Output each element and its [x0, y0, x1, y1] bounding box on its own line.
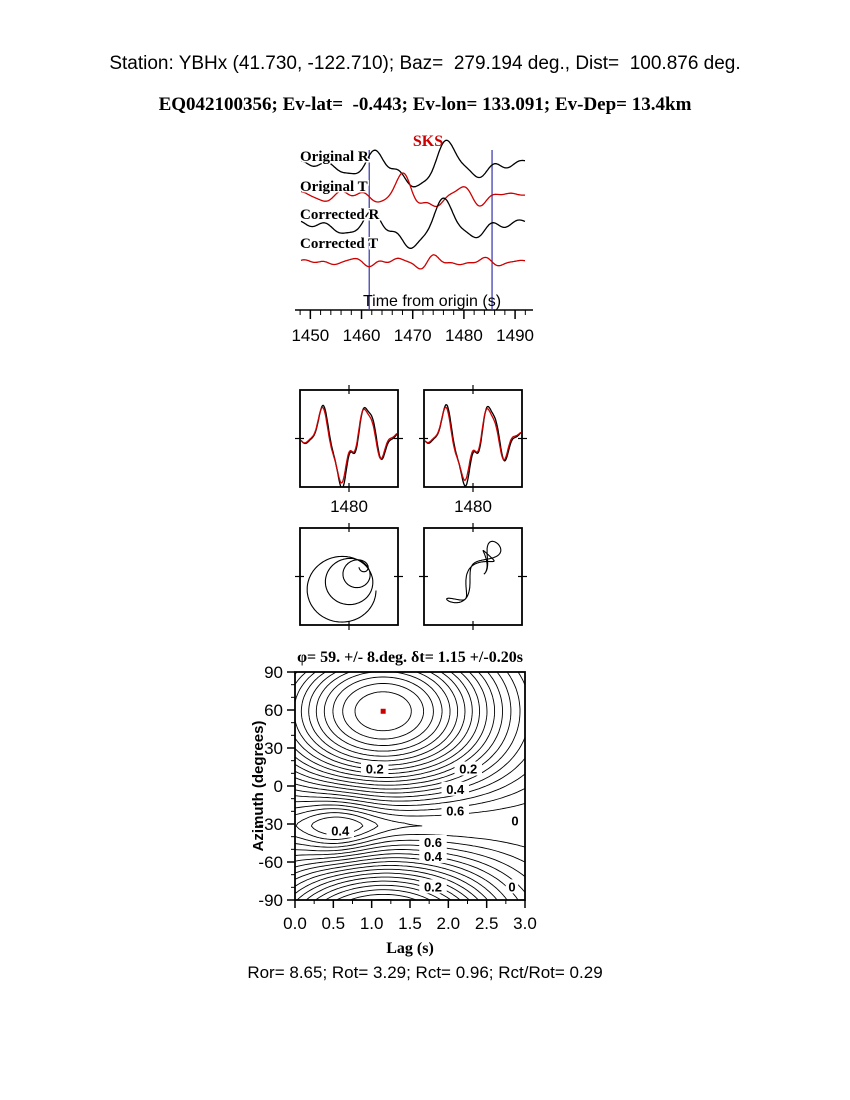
az-tick-label: 30 [264, 739, 283, 758]
window-trace-component-1 [424, 404, 522, 487]
contour-level [295, 672, 512, 900]
contour-label: 0.4 [446, 782, 465, 797]
contour-label-bg [419, 879, 447, 894]
time-axis-title: Time from origin (s) [363, 293, 501, 310]
contour-level [295, 672, 496, 900]
particle-motion-curve [446, 540, 502, 604]
time-tick-label: 1480 [445, 326, 483, 345]
contour-label-bg [441, 781, 469, 796]
contour-label-bg [419, 835, 447, 849]
lag-tick-label: 3.0 [513, 914, 537, 933]
az-tick-label: -60 [258, 853, 283, 872]
contour-label-bg [505, 879, 519, 894]
trace-corrected-r [300, 197, 526, 249]
contour-label-bg [441, 803, 469, 818]
waveform-panel: 1450 1460 1470 1480 1490 Time from origin (s)… [291, 133, 534, 345]
box-frame [423, 389, 523, 488]
az-tick-label: 90 [264, 663, 283, 682]
contour-label: 0.2 [459, 762, 477, 777]
lag-tick-label: 1.5 [398, 914, 422, 933]
contour-label: 0.2 [366, 762, 384, 777]
phase-label-sks: SKS [413, 133, 443, 150]
box-tick-label: 1480 [330, 497, 368, 516]
contour-label: 0.6 [446, 803, 464, 818]
contour-label: 0.2 [424, 879, 442, 894]
trace-original-t [300, 172, 525, 208]
particle-motion-curve [306, 555, 377, 623]
windowed-waveform-boxes: 1480 1480 [295, 385, 527, 516]
quality-footer: Ror= 8.65; Rot= 3.29; Rct= 0.96; Rct/Rot… [247, 963, 603, 982]
box-tick-label: 1480 [454, 497, 492, 516]
best-fit-marker [380, 708, 386, 714]
error-surface-plot: 90 60 30 0 -30 -60 -900.0 0.5 1.0 1.5 2.0 2.5 3.0 φ= … [250, 649, 537, 957]
time-tick-label: 1490 [496, 326, 534, 345]
lag-tick-label: 1.0 [360, 914, 384, 933]
contour-label-bg [508, 813, 522, 828]
contour-label: 0.4 [331, 824, 350, 839]
az-tick-label: 60 [264, 701, 283, 720]
lag-tick-label: 2.5 [475, 914, 499, 933]
event-header: EQ042100356; Ev-lat= -0.443; Ev-lon= 133… [158, 94, 692, 115]
contour-label-bg [454, 761, 483, 776]
contour-level [295, 808, 423, 844]
contour-label: 0.6 [424, 835, 442, 850]
particle-motion-boxes [295, 523, 527, 630]
station-header: Station: YBHx (41.730, -122.710); Baz= 2… [109, 53, 741, 74]
window-trace-component-1 [300, 404, 398, 487]
time-tick-label: 1460 [343, 326, 381, 345]
contour-label: 0.4 [424, 849, 443, 864]
contour-level [295, 672, 503, 900]
trace-original-r [300, 139, 526, 188]
contour-level [295, 773, 525, 877]
window-trace-component-2 [424, 406, 522, 482]
lag-tick-label: 0.0 [283, 914, 307, 933]
trace-label: Original R [300, 149, 369, 165]
contour-label: 0 [508, 879, 515, 894]
trace-label: Corrected T [300, 236, 378, 252]
lag-tick-label: 0.5 [322, 914, 346, 933]
contour-label-bg [326, 823, 354, 838]
contour-level [332, 676, 434, 746]
window-trace-component-2 [300, 406, 398, 484]
box-frame [299, 389, 399, 488]
contour-level [342, 683, 425, 740]
trace-label: Corrected R [300, 207, 379, 223]
az-tick-label: 0 [274, 777, 283, 796]
splitting-result-title: φ= 59. +/- 8.deg. δt= 1.15 +/-0.20s [297, 649, 523, 666]
time-tick-label: 1450 [291, 326, 329, 345]
contour-label-bg [419, 848, 447, 863]
trace-label: Original T [300, 179, 368, 195]
azimuth-axis-title: Azimuth (degrees) [250, 721, 267, 852]
az-tick-label: -30 [258, 815, 283, 834]
contour-level [295, 672, 521, 900]
box-frame [423, 527, 523, 626]
az-tick-label: -90 [258, 891, 283, 910]
contour-label-bg [360, 761, 389, 776]
lag-axis-title: Lag (s) [386, 940, 434, 957]
contour-label: 0 [511, 813, 518, 828]
trace-corrected-t [300, 254, 526, 270]
contour-level [354, 691, 412, 732]
time-tick-label: 1470 [394, 326, 432, 345]
lag-tick-label: 2.0 [437, 914, 461, 933]
